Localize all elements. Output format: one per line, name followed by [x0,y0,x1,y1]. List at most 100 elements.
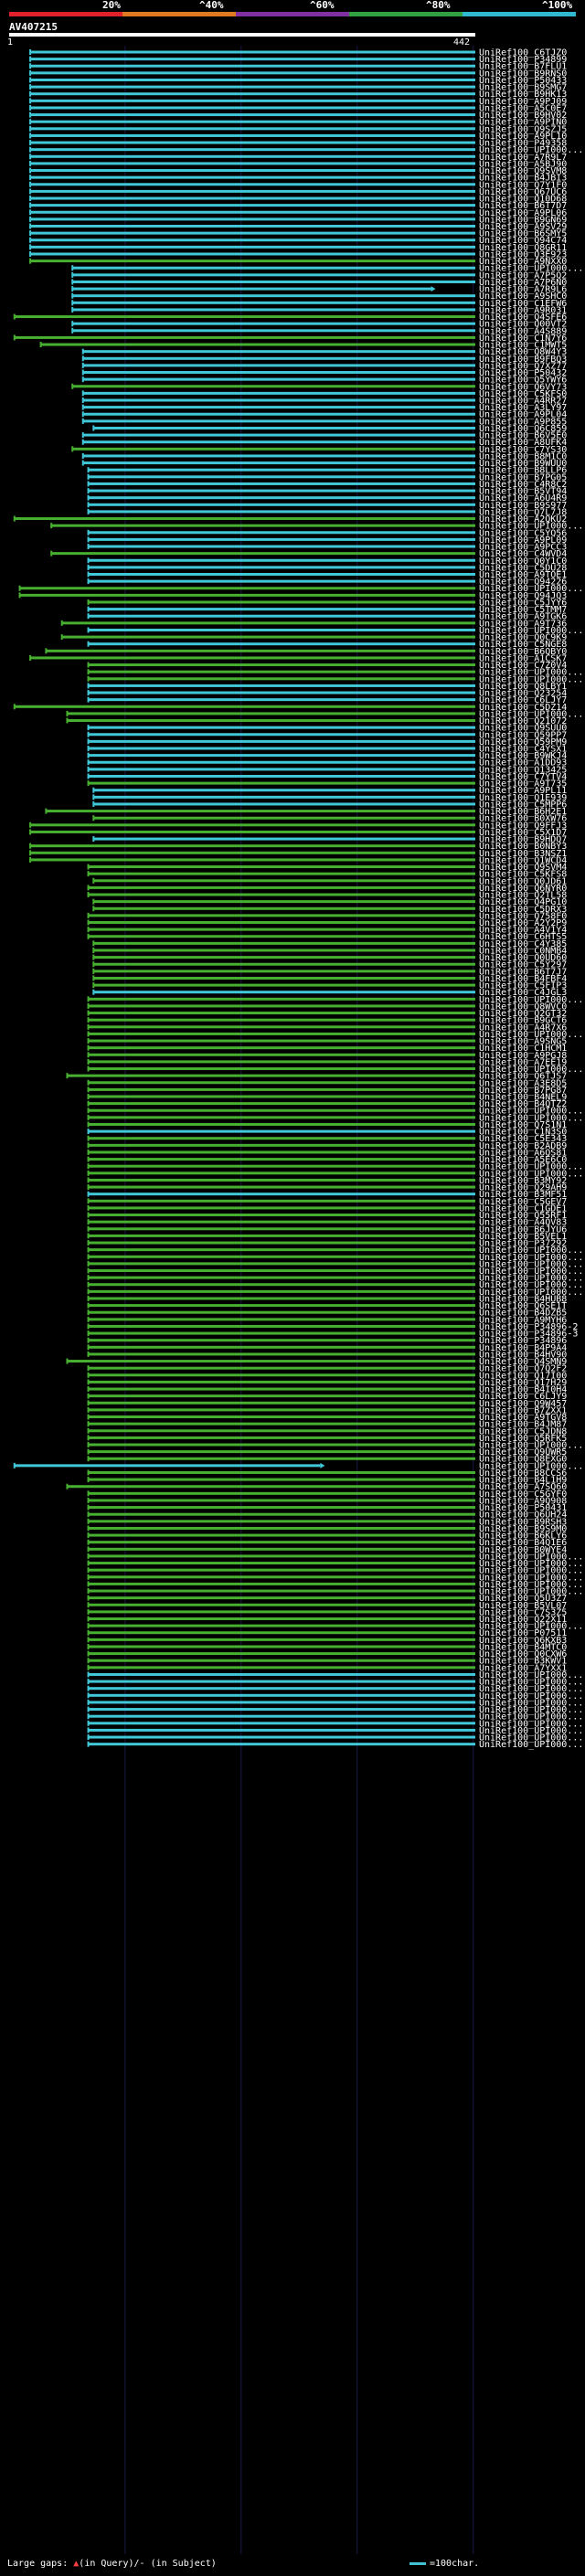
hit-bar[interactable] [88,1081,476,1085]
hit-row[interactable]: UniRef100_Q55RF1 [87,1211,568,1221]
hit-row[interactable]: UniRef100_A4QV83 [87,1218,568,1228]
hit-bar[interactable] [88,670,476,673]
hit-bar[interactable] [88,573,476,576]
hit-label[interactable]: UniRef100_B9RSH3 [479,1517,567,1527]
hit-row[interactable]: UniRef100_B4HUB8 [87,1294,568,1304]
hit-bar[interactable] [67,1485,475,1489]
hit-row[interactable]: UniRef100_C7S3Z5 [87,1607,568,1617]
hit-row[interactable]: UniRef100_Q0UD60 [92,953,567,963]
hit-bar[interactable] [93,991,476,994]
hit-row[interactable]: UniRef100_C5JDN8 [87,1426,568,1436]
hit-bar[interactable] [88,579,476,583]
hit-row[interactable]: UniRef100_Q0JD61 [92,876,567,886]
hit-bar[interactable] [88,865,476,869]
hit-label[interactable]: UniRef100_Q29AH9 [479,1183,567,1193]
hit-bar[interactable] [88,1415,476,1419]
hit-bar[interactable] [88,496,476,500]
hit-bar[interactable] [93,949,476,952]
hit-label[interactable]: UniRef100_UPI000... [479,1622,583,1632]
hit-label[interactable]: UniRef100_UPI000... [479,1259,583,1269]
hit-bar[interactable] [88,1214,476,1217]
hit-label[interactable]: UniRef100_A9SNG5 [479,1037,567,1047]
hit-bar[interactable] [88,1241,476,1245]
hit-row[interactable]: UniRef100_B4L1H9 [87,1476,568,1486]
hit-bar[interactable] [30,656,475,660]
hit-bar[interactable] [88,768,476,771]
hit-row[interactable]: UniRef100_B4FBF4 [92,974,567,984]
hit-bar[interactable] [88,566,476,569]
hit-row[interactable]: UniRef100_UPI000... [87,1253,584,1263]
hit-label[interactable]: UniRef100_A6QS81 [479,1148,567,1158]
hit-bar[interactable] [88,1436,476,1439]
hit-label[interactable]: UniRef100_C5DRX3 [479,905,567,915]
hit-bar[interactable] [88,1470,476,1474]
hit-bar[interactable] [88,558,476,562]
hit-bar[interactable] [30,71,475,75]
hit-label[interactable]: UniRef100_A4S889 [479,326,567,336]
hit-bar[interactable] [88,1199,476,1203]
hit-bar[interactable] [88,1310,476,1314]
hit-row[interactable]: UniRef100_Q0CXW6 [87,1649,568,1659]
hit-bar[interactable] [30,148,475,152]
hit-label[interactable]: UniRef100_Q0CXW6 [479,1649,567,1659]
hit-row[interactable]: UniRef100_B4HV90 [87,1350,568,1360]
hit-bar[interactable] [88,1032,476,1035]
hit-row[interactable]: UniRef100_UPI000... [87,1065,584,1075]
hit-label[interactable]: UniRef100_Q9SVM8 [479,166,567,176]
hit-row[interactable]: UniRef100_UPI000... [87,1107,584,1117]
hit-label[interactable]: UniRef100_B4P9A4 [479,1343,567,1353]
hit-bar[interactable] [82,412,476,416]
hit-row[interactable]: UniRef100_C5JYY6 [87,598,568,608]
hit-bar[interactable] [88,1331,476,1335]
hit-label[interactable]: UniRef100_C5E343 [479,1134,567,1144]
hit-label[interactable]: UniRef100_B6JYU6 [479,1224,567,1235]
hit-label[interactable]: UniRef100_UPI000... [479,1274,583,1284]
hit-bar[interactable] [88,1645,476,1648]
hit-bar[interactable] [88,1506,476,1510]
hit-row[interactable]: UniRef100_Q758F0 [87,911,568,921]
hit-row[interactable]: UniRef100_A9PIN0 [29,118,567,128]
hit-label[interactable]: UniRef100_A7SQ60 [479,1482,567,1492]
hit-label[interactable]: UniRef100_A5BJ90 [479,159,567,169]
hit-label[interactable]: UniRef100_P07511 [479,1628,567,1638]
hit-label[interactable]: UniRef100_UPI000... [479,1726,583,1736]
hit-row[interactable]: UniRef100_C5E343 [87,1134,568,1144]
hit-row[interactable]: UniRef100_B9HK13 [29,90,567,100]
hit-row[interactable]: UniRef100_A7P6N0 [71,278,567,288]
hit-row[interactable]: UniRef100_B9FBQ3 [81,355,568,365]
hit-bar[interactable] [93,941,476,945]
hit-row[interactable]: UniRef100_A9TGV8 [87,1413,568,1423]
hit-label[interactable]: UniRef100_P50433 [479,76,567,86]
hit-row[interactable]: UniRef100_B9WUU0 [81,459,568,469]
hit-row[interactable]: UniRef100_UPI000... [87,1259,584,1269]
hit-bar[interactable] [82,398,476,402]
hit-bar[interactable] [82,364,476,367]
hit-bar[interactable] [88,1234,476,1237]
hit-row[interactable]: UniRef100_P49358 [29,139,567,149]
hit-row[interactable]: UniRef100_C4WVD4 [50,549,567,559]
hit-label[interactable]: UniRef100_UPI000... [479,1705,583,1715]
hit-bar[interactable] [30,844,475,848]
hit-bar[interactable] [30,99,475,102]
hit-row[interactable]: UniRef100_UPI000... [87,1162,584,1172]
hit-label[interactable]: UniRef100_A9PL09 [479,535,567,546]
hit-label[interactable]: UniRef100_Q1E939 [479,793,567,803]
hit-label[interactable]: UniRef100_C1EFW6 [479,299,567,309]
hit-label[interactable]: UniRef100_Q94C74 [479,236,567,246]
hit-label[interactable]: UniRef100_Q6KXB3 [479,1636,567,1646]
hit-bar[interactable] [30,217,475,221]
hit-row[interactable]: UniRef100_Q94226 [87,578,568,588]
hit-row[interactable]: UniRef100_P50432 [81,368,568,378]
hit-label[interactable]: UniRef100_Q4SFE6 [479,313,567,323]
hit-bar[interactable] [72,287,431,291]
hit-label[interactable]: UniRef100_C6TJZ0 [479,48,567,58]
hit-row[interactable]: UniRef100_B9HDQ7 [92,835,567,845]
hit-row[interactable]: UniRef100_UPI000... [87,1705,584,1715]
hit-row[interactable]: UniRef100_B4MTC0 [87,1642,568,1652]
hit-row[interactable]: UniRef100_Q6VY73 [71,382,567,392]
hit-row[interactable]: UniRef100_Q17I00 [87,1371,568,1381]
hit-label[interactable]: UniRef100_UPI000... [479,1113,583,1123]
hit-bar[interactable] [88,684,476,687]
hit-label[interactable]: UniRef100_C7Z0V4 [479,661,567,671]
hit-bar[interactable] [88,893,476,896]
